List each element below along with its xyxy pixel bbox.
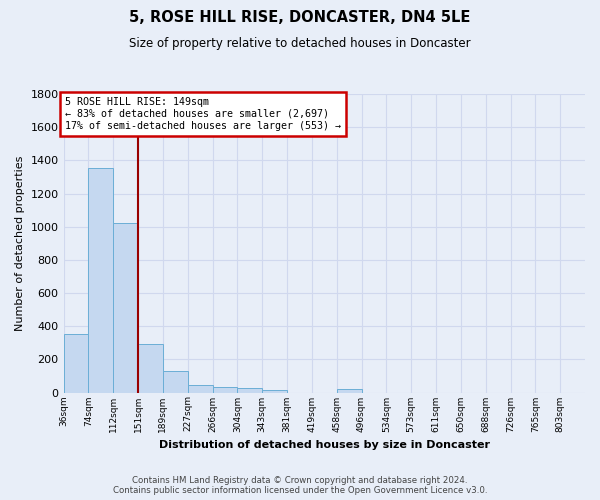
Bar [88,168,113,392]
Bar [188,386,212,392]
Text: Contains HM Land Registry data © Crown copyright and database right 2024.
Contai: Contains HM Land Registry data © Crown c… [113,476,487,495]
Bar [212,386,238,392]
Bar [64,334,88,392]
Text: 5, ROSE HILL RISE, DONCASTER, DN4 5LE: 5, ROSE HILL RISE, DONCASTER, DN4 5LE [130,10,470,25]
Bar [138,344,163,393]
Bar [113,223,138,392]
Bar [163,371,188,392]
Bar [337,389,362,392]
Bar [238,388,262,392]
Text: 5 ROSE HILL RISE: 149sqm
← 83% of detached houses are smaller (2,697)
17% of sem: 5 ROSE HILL RISE: 149sqm ← 83% of detach… [65,98,341,130]
Y-axis label: Number of detached properties: Number of detached properties [15,156,25,331]
Bar [262,390,287,392]
X-axis label: Distribution of detached houses by size in Doncaster: Distribution of detached houses by size … [159,440,490,450]
Text: Size of property relative to detached houses in Doncaster: Size of property relative to detached ho… [129,38,471,51]
